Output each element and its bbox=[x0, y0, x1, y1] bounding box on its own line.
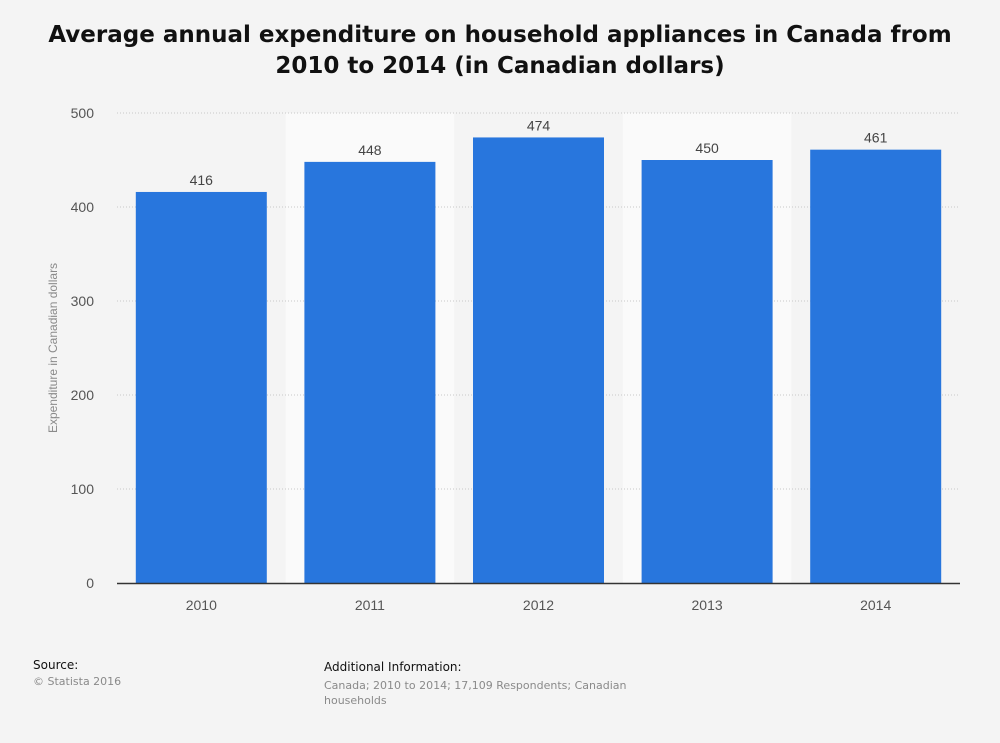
y-tick-label: 0 bbox=[86, 575, 94, 591]
x-axis-ticks: 2010 2011 2012 2013 2014 bbox=[186, 597, 892, 613]
bar-2010[interactable] bbox=[135, 191, 267, 583]
y-tick-label: 100 bbox=[71, 481, 95, 497]
y-axis-ticks: 0 100 200 300 400 500 bbox=[71, 105, 95, 591]
data-label: 450 bbox=[695, 140, 719, 156]
additional-info-text: Canada; 2010 to 2014; 17,109 Respondents… bbox=[324, 679, 627, 707]
data-label: 448 bbox=[358, 142, 382, 158]
x-tick-label: 2014 bbox=[860, 597, 891, 613]
chart-title: Average annual expenditure on household … bbox=[48, 22, 952, 79]
y-tick-label: 300 bbox=[71, 293, 95, 309]
data-label: 416 bbox=[190, 172, 214, 188]
data-label: 461 bbox=[864, 130, 888, 146]
y-tick-label: 400 bbox=[71, 199, 95, 215]
y-tick-label: 200 bbox=[71, 387, 95, 403]
x-tick-label: 2013 bbox=[692, 597, 723, 613]
source-label: Source: bbox=[33, 658, 79, 672]
data-labels: 416 448 474 450 461 bbox=[190, 117, 888, 188]
y-axis-title: Expenditure in Canadian dollars bbox=[46, 263, 60, 433]
x-tick-label: 2012 bbox=[523, 597, 554, 613]
bars bbox=[135, 137, 942, 583]
x-tick-label: 2010 bbox=[186, 597, 217, 613]
bar-2013[interactable] bbox=[641, 160, 773, 583]
additional-info-label: Additional Information: bbox=[324, 660, 462, 674]
bar-2012[interactable] bbox=[473, 137, 604, 583]
bar-2011[interactable] bbox=[304, 161, 436, 583]
x-tick-label: 2011 bbox=[355, 597, 385, 613]
bar-2014[interactable] bbox=[810, 149, 942, 583]
source-text: © Statista 2016 bbox=[33, 675, 122, 688]
data-label: 474 bbox=[527, 117, 551, 133]
y-tick-label: 500 bbox=[71, 105, 95, 121]
